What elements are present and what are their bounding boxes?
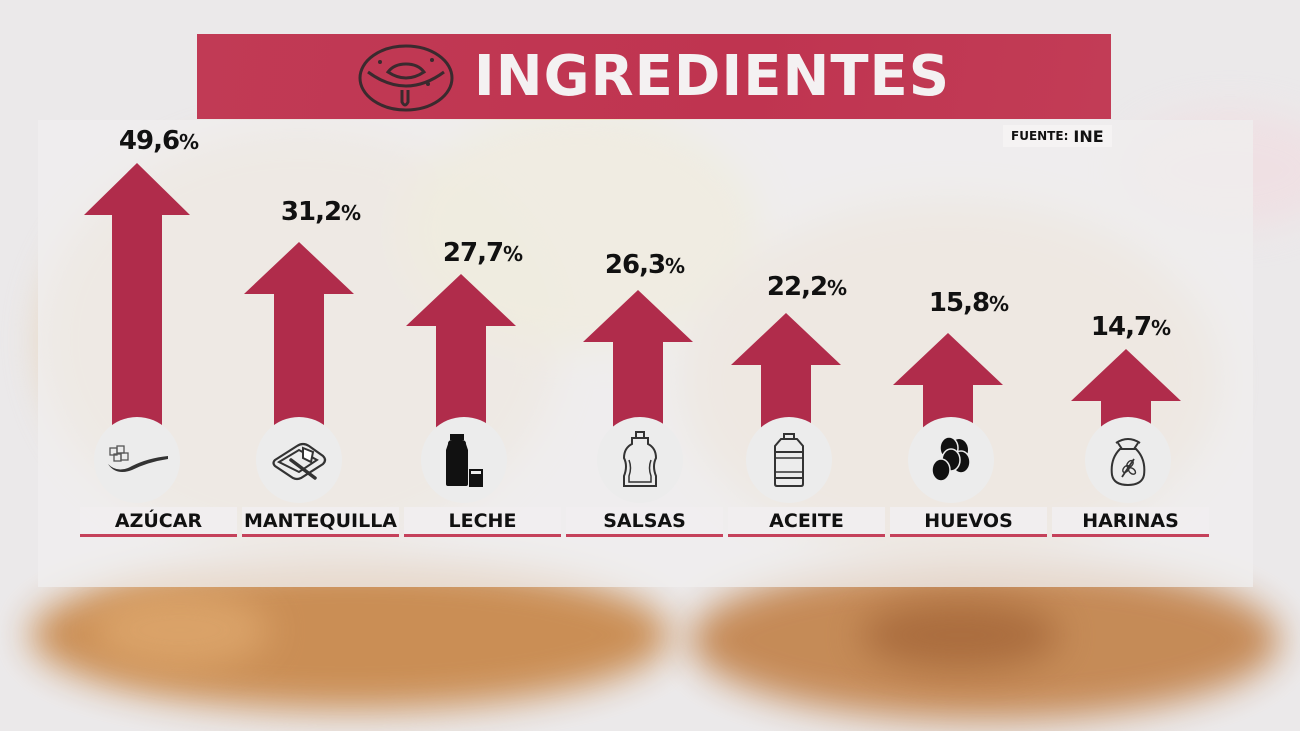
chart-item-azucar: 49,6% AZÚCAR <box>80 0 237 731</box>
butter-toast-icon <box>256 417 342 503</box>
milk-bottle-icon <box>421 417 507 503</box>
chart-item-leche: 27,7% LECHE <box>404 0 561 731</box>
value-label: 15,8% <box>928 288 1009 318</box>
arrow-bar <box>893 333 1003 433</box>
page-title: INGREDIENTES <box>473 44 951 109</box>
source-badge: FUENTE: INE <box>1003 125 1112 147</box>
arrow-bar <box>1071 349 1181 433</box>
donut-icon <box>358 44 454 111</box>
category-label: ACEITE <box>728 507 885 537</box>
arrow-bar <box>583 290 693 434</box>
arrow-bar <box>731 313 841 433</box>
chart-item-huevos: 15,8% HUEVOS <box>890 0 1047 731</box>
category-label: LECHE <box>404 507 561 537</box>
value-label: 49,6% <box>118 126 199 156</box>
arrow-bar <box>84 163 190 433</box>
source-value: INE <box>1073 126 1104 146</box>
category-label: HARINAS <box>1052 507 1209 537</box>
chart-item-aceite: 22,2% ACEITE <box>728 0 885 731</box>
value-label: 31,2% <box>280 197 361 227</box>
value-label: 27,7% <box>442 238 523 268</box>
chart-item-harinas: 14,7% HARINAS <box>1052 0 1209 731</box>
arrow-bar <box>244 242 354 432</box>
source-key: FUENTE: <box>1011 129 1069 143</box>
title-banner: INGREDIENTES <box>197 34 1111 119</box>
category-label: AZÚCAR <box>80 507 237 537</box>
eggs-icon <box>908 417 994 503</box>
arrow-bar <box>406 274 516 434</box>
chart-item-mantequilla: 31,2% MANTEQUILLA <box>242 0 399 731</box>
category-label: MANTEQUILLA <box>242 507 399 537</box>
flour-sack-icon <box>1085 417 1171 503</box>
value-label: 14,7% <box>1090 312 1171 342</box>
oil-jug-icon <box>746 417 832 503</box>
category-label: SALSAS <box>566 507 723 537</box>
value-label: 26,3% <box>604 250 685 280</box>
sugar-spoon-icon <box>94 417 180 503</box>
chart-item-salsas: 26,3% SALSAS <box>566 0 723 731</box>
value-label: 22,2% <box>766 272 847 302</box>
category-label: HUEVOS <box>890 507 1047 537</box>
sauce-bottle-icon <box>597 417 683 503</box>
